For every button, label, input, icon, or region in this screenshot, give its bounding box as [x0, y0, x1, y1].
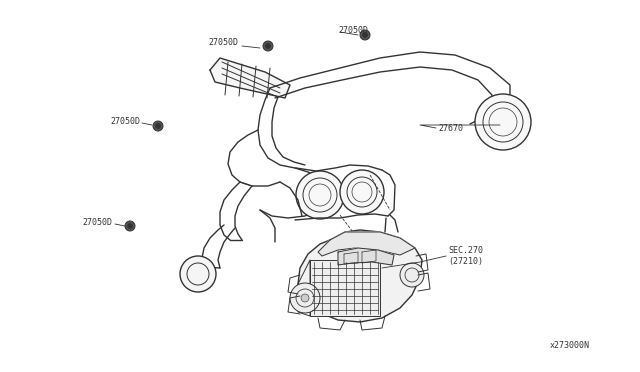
Polygon shape — [210, 58, 290, 98]
Circle shape — [263, 41, 273, 51]
Polygon shape — [338, 248, 394, 265]
Circle shape — [153, 121, 163, 131]
Polygon shape — [318, 232, 415, 256]
Circle shape — [400, 263, 424, 287]
Text: 27050D: 27050D — [82, 218, 112, 227]
Text: 27050D: 27050D — [110, 116, 140, 125]
Circle shape — [360, 30, 370, 40]
Circle shape — [156, 124, 161, 128]
Circle shape — [180, 256, 216, 292]
Circle shape — [127, 224, 132, 228]
Text: SEC.270
(27210): SEC.270 (27210) — [448, 246, 483, 266]
Circle shape — [290, 283, 320, 313]
Polygon shape — [298, 230, 422, 322]
FancyBboxPatch shape — [310, 260, 380, 316]
Text: 27050D: 27050D — [208, 38, 238, 46]
Text: 27050D: 27050D — [338, 26, 368, 35]
Text: x273000N: x273000N — [550, 341, 590, 350]
Text: 27670: 27670 — [438, 124, 463, 132]
Circle shape — [362, 32, 367, 38]
Circle shape — [340, 170, 384, 214]
Circle shape — [266, 44, 271, 48]
Circle shape — [125, 221, 135, 231]
Circle shape — [296, 171, 344, 219]
Circle shape — [475, 94, 531, 150]
Circle shape — [301, 294, 309, 302]
